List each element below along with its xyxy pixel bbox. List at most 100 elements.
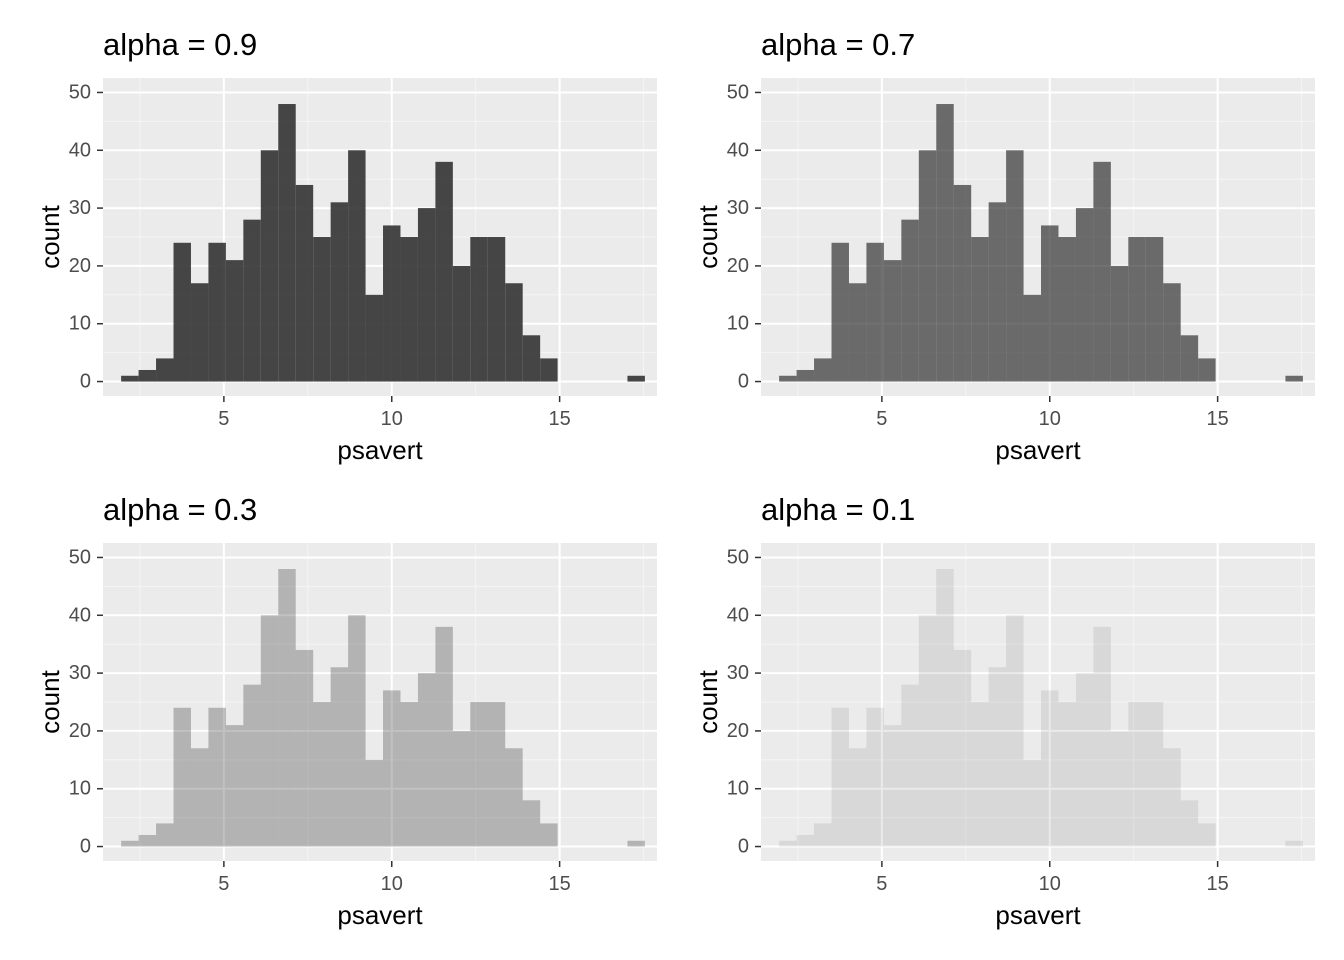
x-tick-label: 10 [381,408,403,430]
histogram-bar [883,725,902,847]
histogram-bar [971,702,989,847]
histogram-bar [505,748,523,847]
histogram-bar [156,358,174,382]
x-tick-label: 10 [1039,408,1061,430]
histogram-bar [901,219,919,382]
histogram-bar [313,702,331,847]
panel-title: alpha = 0.9 [103,27,257,62]
histogram-bar [522,335,541,382]
histogram-bar [417,673,436,847]
histogram-bar [1075,208,1094,382]
histogram-bar [1023,759,1042,847]
histogram-bar [866,242,884,382]
y-tick-label: 10 [69,313,91,335]
x-tick-label: 10 [1039,873,1061,895]
histogram-bar [627,375,645,382]
histogram-bar [173,707,191,847]
histogram-bar [522,800,541,847]
histogram-bar [138,834,157,847]
histogram-bar [988,667,1007,847]
histogram-bar [1163,748,1181,847]
panel-title: alpha = 0.1 [761,492,915,527]
y-axis-title: count [693,669,723,733]
histogram-bar [225,725,244,847]
histogram-bar [243,219,261,382]
histogram-bar [417,208,436,382]
histogram-bar [848,283,867,382]
y-tick-label: 50 [727,546,749,568]
histogram-bar [121,840,139,847]
x-tick-label: 5 [218,873,229,895]
histogram-bar [1198,823,1216,847]
y-tick-label: 20 [727,720,749,742]
x-axis-title: psavert [995,435,1081,465]
histogram-bar [1023,294,1042,382]
histogram-bar [138,369,157,382]
y-tick-label: 50 [69,81,91,103]
histogram-bar [1145,237,1164,382]
histogram-bar [1006,150,1024,382]
histogram-bar [936,569,954,847]
histogram-bar [627,840,645,847]
histogram-bar [208,242,226,382]
histogram-bar [452,265,471,382]
histogram-bar [400,237,418,382]
histogram-bar [330,667,349,847]
histogram-bar [435,161,453,382]
y-tick-label: 30 [727,662,749,684]
histogram-bar [796,834,815,847]
y-tick-label: 20 [69,255,91,277]
histogram-bar [1006,615,1024,847]
histogram-bar [383,225,401,382]
histogram-bar [953,649,972,847]
histogram-bar [487,237,506,382]
histogram-bar [988,202,1007,382]
y-tick-label: 0 [80,836,91,858]
y-axis-title: count [35,204,65,268]
y-tick-label: 0 [738,836,749,858]
histogram-bar [796,369,815,382]
histogram-bar [918,150,937,382]
histogram-bar [1285,840,1303,847]
histogram-bar [866,707,884,847]
histogram-bar [814,823,832,847]
x-tick-label: 15 [549,873,571,895]
y-tick-label: 30 [69,197,91,219]
histogram-bar [121,375,139,382]
histogram-bar [1093,161,1111,382]
histogram-bar [190,283,209,382]
histogram-bar [936,104,954,382]
histogram-bar [278,104,296,382]
histogram-panel-1: 0 10 20 30 40 50 5 10 15 alpha = 0.9 psavert count [35,27,657,465]
panel-title: alpha = 0.7 [761,27,915,62]
histogram-bar [260,615,279,847]
histogram-bar [400,702,418,847]
y-axis-title: count [693,204,723,268]
histogram-bar [470,702,488,847]
histogram-bar [1163,283,1181,382]
x-tick-label: 15 [1207,873,1229,895]
x-tick-label: 5 [218,408,229,430]
histogram-bar [1128,702,1146,847]
histogram-bar [260,150,279,382]
histogram-bar [1110,265,1129,382]
histogram-bar [1180,800,1199,847]
y-tick-label: 30 [69,662,91,684]
histogram-bar [1093,626,1111,847]
histogram-bar [190,748,209,847]
x-axis-title: psavert [995,900,1081,930]
histogram-panel-2: 0 10 20 30 40 50 5 10 15 alpha = 0.7 psavert count [693,27,1315,465]
histogram-bar [505,283,523,382]
histogram-bar [1058,702,1076,847]
histogram-bar [883,260,902,382]
panel-title: alpha = 0.3 [103,492,257,527]
histogram-bar [779,840,797,847]
y-tick-label: 50 [727,81,749,103]
y-tick-label: 30 [727,197,749,219]
y-axis-title: count [35,669,65,733]
histogram-bar [348,150,366,382]
x-tick-label: 15 [549,408,571,430]
histogram-bar [278,569,296,847]
histogram-bar [348,615,366,847]
histogram-bar [330,202,349,382]
